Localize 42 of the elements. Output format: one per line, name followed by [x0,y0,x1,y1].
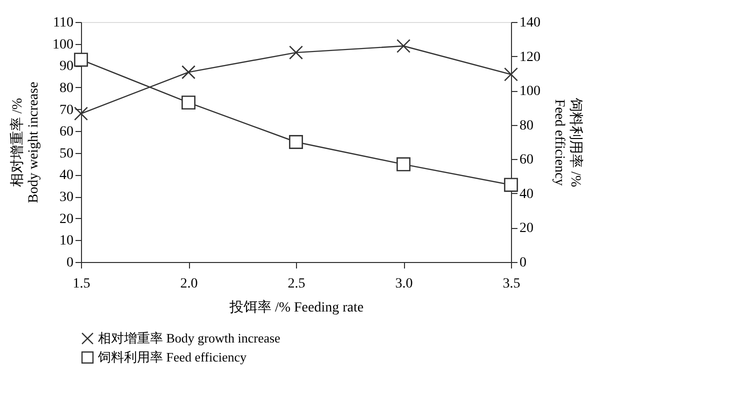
x-tick-label: 1.5 [72,276,90,292]
y2-tick-label: 20 [520,221,534,236]
y-tick-label: 20 [60,212,74,227]
point [504,178,518,192]
y2-tick-label: 100 [520,84,540,100]
point [182,96,196,110]
legend-label: 饲料利用率 Feed efficiency [97,350,247,364]
point [289,46,303,60]
y-tick-label: 110 [53,16,74,30]
text: 相对增重率 /% [10,98,26,188]
y-tick-label: 10 [60,234,74,249]
point [74,106,88,121]
y-tick-label: 90 [60,59,74,74]
point [289,135,303,149]
y-tick-label: 40 [60,168,74,184]
y-tick-label: 80 [60,80,74,96]
point [74,52,88,67]
y-tick-label: 0 [66,256,74,270]
y2-tick-label: 120 [520,50,540,65]
text: 饲料利用率 /% [568,98,582,188]
y-tick-label: 60 [60,124,74,140]
x-tick-label: 3.0 [395,276,413,292]
x-tick-label: 2.5 [288,276,306,292]
y-tick-label: 30 [60,190,74,206]
y2-tick-label: 0 [520,256,526,270]
point [504,67,518,82]
x-axis-title: 投饵率 /% Feeding rate [228,300,364,316]
legend-label: 相对增重率 Body growth increase [98,330,281,346]
y-tick-label: 70 [60,102,74,118]
x-tick-label: 3.5 [502,276,520,292]
text: Body weight increase [26,82,42,204]
y2-tick-label: 60 [520,152,534,168]
point [396,39,410,53]
y2-tick-label: 140 [520,16,540,30]
y2-tick-label: 80 [520,118,534,134]
point [396,157,410,172]
y-tick-label: 50 [60,146,74,162]
x-tick-label: 2.0 [180,276,198,292]
text: Feed efficiency [552,99,566,186]
point [182,65,196,80]
y-tick-label: 100 [52,37,74,52]
y2-tick-label: 40 [520,186,534,202]
